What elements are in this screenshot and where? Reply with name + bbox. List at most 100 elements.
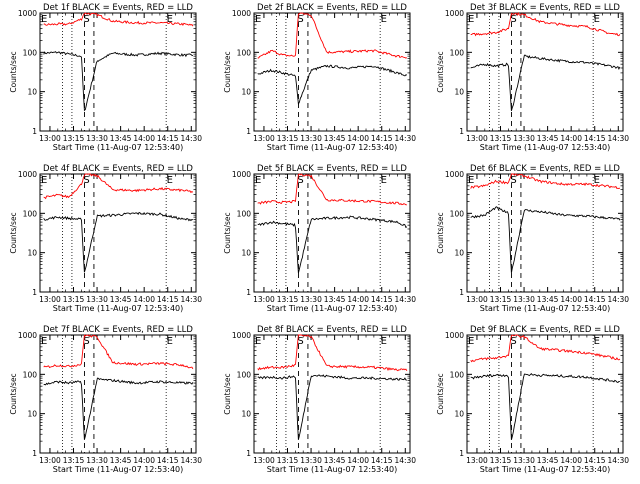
x-tick-label: 14:00 <box>133 456 155 465</box>
chart-panel-6: Det 6f BLACK = Events, RED = LLD 1 10 100 10… <box>436 164 629 313</box>
x-tick-label: 14:00 <box>560 134 582 143</box>
x-tick-label: 13:15 <box>490 134 512 143</box>
y-axis-label: Counts/sec <box>223 51 232 92</box>
x-tick-label: 13:00 <box>253 134 275 143</box>
y-tick-label: 1 <box>246 449 251 458</box>
chart-panel-9: Det 9f BLACK = Events, RED = LLD 1 10 100 10… <box>436 325 629 474</box>
marker-label-s: S <box>510 336 516 347</box>
x-tick-label: 13:15 <box>490 295 512 304</box>
x-tick-label: 14:30 <box>180 134 202 143</box>
x-tick-label: 13:15 <box>490 456 512 465</box>
plot-frame <box>466 12 624 132</box>
x-tick-label: 14:00 <box>347 456 369 465</box>
y-axis-label: Counts/sec <box>9 373 18 414</box>
y-tick-label: 1000 <box>232 331 251 340</box>
marker-label-e: E <box>594 175 600 186</box>
lld-series-line <box>470 173 621 190</box>
events-series-line <box>257 374 407 440</box>
plot-frame <box>39 173 197 293</box>
x-tick-label: 13:30 <box>513 134 535 143</box>
marker-label-e: E <box>255 175 261 186</box>
x-tick-label: 13:30 <box>513 295 535 304</box>
y-tick-label: 1 <box>32 127 37 136</box>
marker-label-e: E <box>594 336 600 347</box>
plot-frame <box>253 12 411 132</box>
x-tick-label: 13:45 <box>324 134 346 143</box>
x-axis-label: Start Time (11-Aug-07 12:53:40) <box>480 304 611 313</box>
x-axis-label: Start Time (11-Aug-07 12:53:40) <box>53 465 184 474</box>
marker-label-s: S <box>297 175 303 186</box>
x-tick-label: 13:30 <box>300 295 322 304</box>
x-tick-label: 13:15 <box>277 134 299 143</box>
events-series-line <box>43 377 194 440</box>
y-tick-label: 10 <box>241 88 251 97</box>
x-tick-label: 14:30 <box>394 456 416 465</box>
y-tick-label: 100 <box>237 370 252 379</box>
y-axis-label: Counts/sec <box>223 373 232 414</box>
plot-frame <box>39 334 197 454</box>
y-tick-label: 1 <box>32 449 37 458</box>
x-tick-label: 14:00 <box>560 295 582 304</box>
x-axis-label: Start Time (11-Aug-07 12:53:40) <box>480 465 611 474</box>
events-series-line <box>470 54 621 112</box>
x-axis-label: Start Time (11-Aug-07 12:53:40) <box>267 304 398 313</box>
x-tick-label: 13:00 <box>39 456 61 465</box>
x-tick-label: 13:45 <box>537 134 559 143</box>
marker-label-e: E <box>167 14 173 25</box>
x-tick-label: 14:15 <box>371 134 393 143</box>
y-tick-label: 10 <box>27 88 37 97</box>
chart-title: Det 6f BLACK = Events, RED = LLD <box>470 164 620 174</box>
x-tick-label: 13:15 <box>277 456 299 465</box>
x-tick-label: 13:00 <box>466 295 488 304</box>
y-tick-label: 1000 <box>232 170 251 179</box>
marker-label-s: S <box>83 336 89 347</box>
chart-title: Det 2f BLACK = Events, RED = LLD <box>257 3 407 13</box>
x-tick-label: 13:30 <box>86 134 108 143</box>
x-tick-label: 14:15 <box>371 295 393 304</box>
x-tick-label: 13:45 <box>537 456 559 465</box>
x-tick-label: 14:15 <box>157 456 179 465</box>
marker-label-s: S <box>83 175 89 186</box>
chart-title: Det 4f BLACK = Events, RED = LLD <box>43 164 193 174</box>
y-tick-label: 100 <box>237 48 252 57</box>
plot-frame <box>466 334 624 454</box>
x-tick-label: 13:30 <box>300 456 322 465</box>
events-series-line <box>257 64 408 106</box>
plot-frame <box>253 334 411 454</box>
marker-label-e: E <box>167 336 173 347</box>
marker-label-e: E <box>468 336 474 347</box>
lld-series-line <box>257 12 408 59</box>
x-tick-label: 13:00 <box>39 295 61 304</box>
x-tick-label: 13:15 <box>277 295 299 304</box>
marker-label-e: E <box>468 14 474 25</box>
events-series-line <box>43 211 194 273</box>
x-tick-label: 14:00 <box>133 134 155 143</box>
y-tick-label: 10 <box>454 249 464 258</box>
x-tick-label: 13:00 <box>39 134 61 143</box>
x-tick-label: 14:30 <box>607 134 629 143</box>
x-axis-label: Start Time (11-Aug-07 12:53:40) <box>53 143 184 152</box>
events-series-line <box>257 215 408 274</box>
lld-series-line <box>43 12 194 27</box>
marker-label-e: E <box>468 175 474 186</box>
marker-label-e: E <box>255 14 261 25</box>
y-tick-label: 100 <box>23 209 38 218</box>
chart-panel-1: Det 1f BLACK = Events, RED = LLD 1 10 100 10… <box>9 3 202 152</box>
y-tick-label: 10 <box>241 249 251 258</box>
chart-title: Det 8f BLACK = Events, RED = LLD <box>257 325 407 335</box>
y-axis-label: Counts/sec <box>436 212 445 253</box>
y-tick-label: 1000 <box>445 331 464 340</box>
y-tick-label: 10 <box>454 410 464 419</box>
events-series-line <box>470 373 620 441</box>
y-axis-label: Counts/sec <box>9 212 18 253</box>
chart-title: Det 7f BLACK = Events, RED = LLD <box>43 325 193 335</box>
x-tick-label: 13:30 <box>513 456 535 465</box>
x-tick-label: 13:45 <box>110 295 132 304</box>
x-tick-label: 13:45 <box>110 456 132 465</box>
chart-panel-3: Det 3f BLACK = Events, RED = LLD 1 10 100 10… <box>436 3 629 152</box>
x-tick-label: 13:15 <box>63 295 85 304</box>
y-tick-label: 10 <box>454 88 464 97</box>
marker-label-s: S <box>510 14 516 25</box>
